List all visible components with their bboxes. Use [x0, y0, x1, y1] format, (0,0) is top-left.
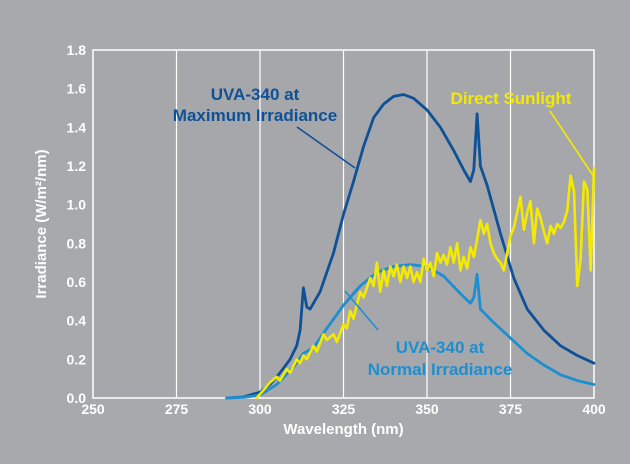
series-line-direct-sunlight: [255, 166, 596, 400]
x-tick-label-325: 325: [332, 401, 356, 417]
y-tick-label-0.4: 0.4: [67, 313, 87, 329]
label-leader-lines: [296, 110, 595, 331]
leader-line-uva-340-at-maximum-irradiance: [296, 126, 356, 169]
series-label-uva-340-at-normal-irradiance-line-0: UVA-340 at: [396, 338, 485, 357]
x-tick-label-275: 275: [165, 401, 189, 417]
y-tick-label-1.0: 1.0: [67, 197, 87, 213]
y-tick-label-1.8: 1.8: [67, 42, 87, 58]
y-tick-label-0.0: 0.0: [67, 390, 87, 406]
series-label-uva-340-at-maximum-irradiance-line-1: Maximum Irradiance: [173, 106, 337, 125]
leader-line-uva-340-at-normal-irradiance: [344, 290, 379, 331]
x-axis-title: Wavelength (nm): [283, 421, 403, 438]
y-tick-label-1.2: 1.2: [67, 158, 87, 174]
x-tick-label-300: 300: [248, 401, 272, 417]
x-tick-label-250: 250: [81, 401, 105, 417]
y-tick-label-0.8: 0.8: [67, 235, 87, 251]
series-line-uva-340-at-maximum-irradiance: [225, 93, 596, 400]
x-tick-label-350: 350: [415, 401, 439, 417]
y-axis-tick-labels: 0.0 0.2 0.4 0.6 0.8 1.0 1.2 1.4 1.6 1.8: [67, 42, 87, 406]
y-tick-label-0.6: 0.6: [67, 274, 87, 290]
series-annotations: UVA-340 at Maximum Irradiance UVA-340 at No…: [173, 85, 572, 379]
x-tick-label-400: 400: [582, 401, 606, 417]
y-axis-title: Irradiance (W/m²/nm): [33, 149, 50, 298]
x-tick-label-375: 375: [499, 401, 523, 417]
y-tick-label-0.2: 0.2: [67, 351, 87, 367]
data-series: [225, 93, 596, 400]
x-axis-tick-labels: 250 275 300 325 350 375 400: [81, 401, 606, 417]
y-tick-label-1.6: 1.6: [67, 81, 87, 97]
series-label-uva-340-at-normal-irradiance-line-1: Normal Irradiance: [368, 360, 513, 379]
leader-line-direct-sunlight: [549, 110, 595, 178]
series-label-direct-sunlight-line-0: Direct Sunlight: [451, 89, 572, 108]
series-label-uva-340-at-maximum-irradiance-line-0: UVA-340 at: [211, 85, 300, 104]
y-tick-label-1.4: 1.4: [67, 119, 87, 135]
